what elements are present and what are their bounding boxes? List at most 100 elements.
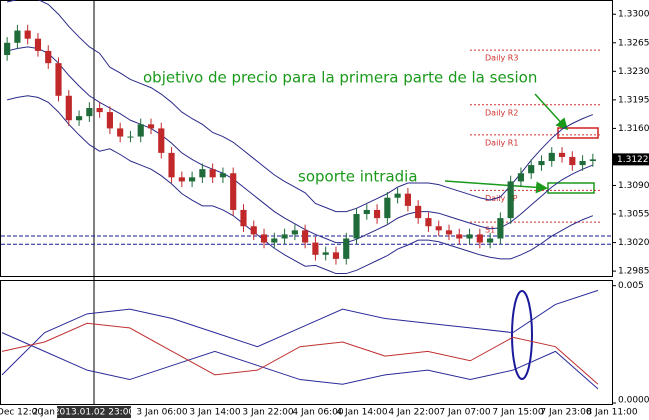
candle-body [178,177,185,182]
pivot-label: Daily R3 [485,54,518,63]
candle-body [394,193,401,198]
candle-body [147,124,155,129]
candle-body [65,95,72,121]
pivot-label: S1 [485,226,495,235]
highlight-ellipse [511,290,533,380]
y-tick-label: 0.005 [618,281,644,291]
candle-body [137,124,144,137]
y-tick-label: 0.0000 [618,396,649,406]
candle-body [34,38,42,51]
main-panel [0,0,613,277]
y-tick-label: 1.3265 [618,38,649,48]
candle-body [404,193,411,206]
candle-body [219,173,227,178]
arrow [534,93,569,131]
pivot-label: Daily R2 [485,108,518,117]
candle-body [343,238,350,259]
indicator-panel [0,280,613,405]
support-box [547,182,595,194]
candle-body [332,252,340,259]
crosshair-label-box [57,406,131,418]
candle-body [373,209,381,219]
candle-body [260,234,268,243]
candle-body [363,209,370,215]
candle-body [528,165,535,174]
candle-body [4,42,11,56]
y-tick-label: 1.3055 [618,210,649,220]
candle-body [189,177,196,182]
candle-body [168,152,175,178]
candle-body [96,108,103,113]
candle-body [291,230,298,235]
y-tick-label: 1.3090 [618,181,649,191]
candle-body [487,238,494,243]
last-price-box [613,153,649,166]
band-line [7,95,594,275]
candle-body [322,252,329,255]
candle-body [75,116,83,121]
y-tick-label: 1.3195 [618,95,649,105]
pivot-label: Daily PP [485,194,518,203]
x-tick-label: Dec 12:00 [0,408,43,418]
pivot-label: Daily R1 [485,138,518,147]
candle-body [271,238,278,243]
candle-body [548,152,555,162]
x-tick-label: 7 Jan 23:00 [540,408,592,418]
candle-body [158,128,165,153]
arrow [444,180,548,194]
y-tick-label: 1.3020 [618,238,649,248]
candle-body [476,234,483,243]
candle-body [199,169,206,178]
crosshair-label: 2013.01.02 23:00 [54,408,135,418]
x-tick-label: 3 Jan 06:00 [136,408,188,418]
y-tick-label: 1.3160 [618,124,649,134]
x-tick-label: 7 Jan 15:00 [492,408,544,418]
candle-body [127,136,134,138]
candle-body [45,50,52,64]
y-tick-label: 1.3300 [618,10,649,20]
candle-body [302,230,309,243]
x-tick-label: 3 Jan 22:00 [242,408,294,418]
candle-body [445,230,453,235]
candle-body [384,197,391,219]
annotation: objetivo de precio para la primera parte… [143,69,537,87]
candle-body [517,173,525,182]
x-tick-label: 8 Jan 11:00 [586,408,638,418]
candle-body [24,30,31,39]
x-tick-label: 4 Jan 22:00 [388,408,440,418]
candle-body [230,173,237,210]
x-tick-label: 4 Jan 06:00 [292,408,344,418]
candle-body [569,156,576,166]
band-line [7,46,594,244]
candle-body [507,181,514,219]
candle-body [14,30,21,43]
candle-body [435,226,442,231]
candle-body [312,242,319,255]
x-tick-label: 2 Jan 1 [32,408,63,418]
indicator-line [1,332,599,390]
candle-body [497,218,504,239]
candle-body [106,112,113,129]
candle-body [250,226,257,235]
candle-body [589,159,596,162]
candle-body [209,169,216,178]
band-line [7,0,594,213]
x-tick-label: 3 Jan 14:00 [189,408,241,418]
last-price-label: 1.3122 [617,155,649,165]
candle-body [466,234,473,239]
candle-body [353,214,360,239]
candle-body [240,209,247,227]
x-tick-label: 7 Jan 07:00 [439,408,491,418]
candle-body [558,152,566,157]
candle-body [281,234,288,239]
candle-body [117,128,124,137]
indicator-line [1,322,599,385]
candle-body [538,161,545,166]
candle-body [579,161,586,166]
x-tick-label: 4 Jan 14:00 [336,408,388,418]
candle-body [86,108,93,117]
indicator-line [1,289,599,376]
candle-body [415,205,422,219]
